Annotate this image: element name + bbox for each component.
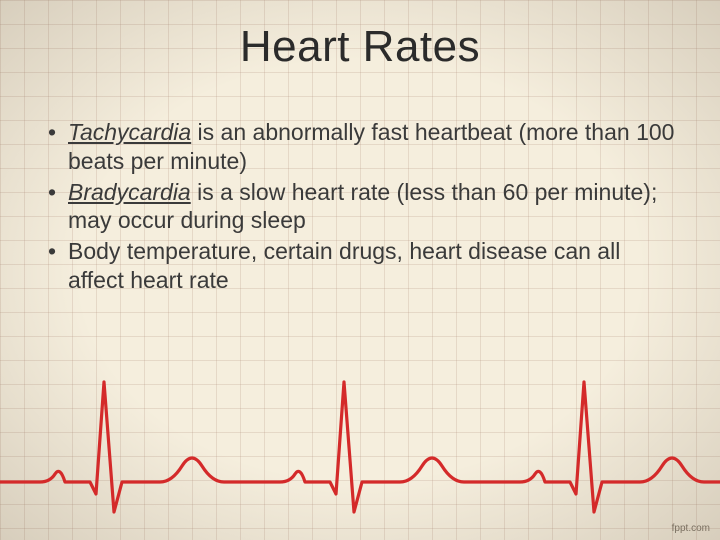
slide: Heart Rates Tachycardia is an abnormally… [0, 0, 720, 540]
slide-title: Heart Rates [0, 22, 720, 72]
term-bradycardia: Bradycardia [68, 179, 191, 205]
bullet-item: Bradycardia is a slow heart rate (less t… [42, 178, 678, 236]
bullet-item: Body temperature, certain drugs, heart d… [42, 237, 678, 295]
slide-body: Tachycardia is an abnormally fast heartb… [42, 118, 678, 297]
bullet-item: Tachycardia is an abnormally fast heartb… [42, 118, 678, 176]
ecg-svg [0, 362, 720, 522]
ecg-path [0, 382, 720, 512]
bullet-text: Body temperature, certain drugs, heart d… [68, 238, 620, 293]
watermark: fppt.com [672, 523, 710, 534]
term-tachycardia: Tachycardia [68, 119, 191, 145]
bullet-list: Tachycardia is an abnormally fast heartb… [42, 118, 678, 295]
ecg-graphic [0, 362, 720, 522]
